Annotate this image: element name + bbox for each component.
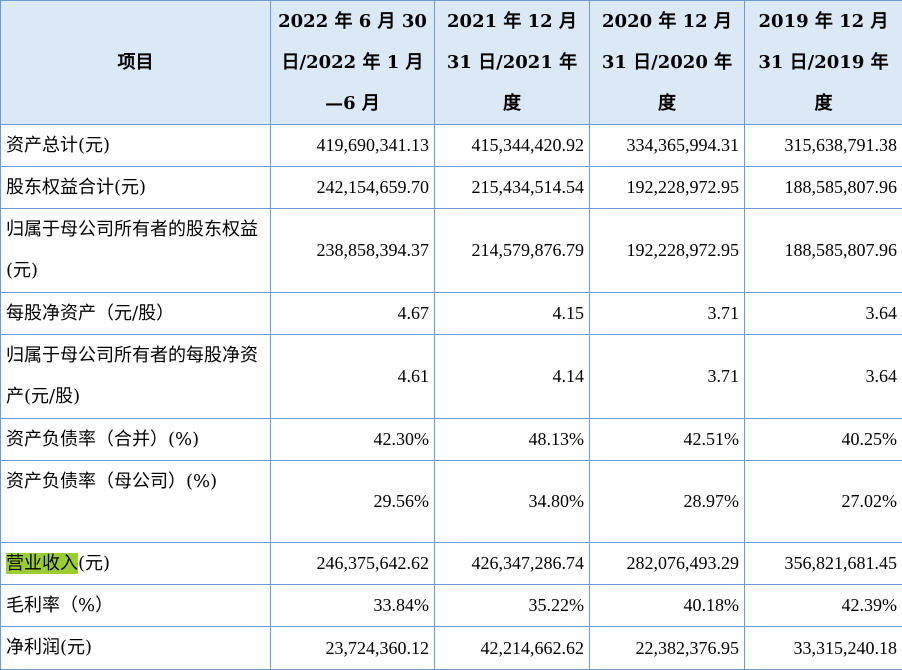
row-label: 资产负债率（合并）(%) xyxy=(1,419,271,461)
table-row: 资产负债率（母公司）(%) 29.56% 34.80% 28.97% 27.02… xyxy=(1,461,902,543)
cell-value: 214,579,876.79 xyxy=(435,209,590,293)
row-label: 每股净资产（元/股） xyxy=(1,293,271,335)
header-period-2021: 2021 年 12 月 31 日/2021 年度 xyxy=(435,1,590,125)
cell-value: 419,690,341.13 xyxy=(271,125,435,167)
cell-value: 22,382,376.95 xyxy=(590,627,745,670)
table-row: 资产负债率（合并）(%) 42.30% 48.13% 42.51% 40.25% xyxy=(1,419,902,461)
cell-value: 4.61 xyxy=(271,335,435,419)
cell-value: 42.51% xyxy=(590,419,745,461)
cell-value: 356,821,681.45 xyxy=(745,543,902,585)
cell-value: 246,375,642.62 xyxy=(271,543,435,585)
cell-value: 33,315,240.18 xyxy=(745,627,902,670)
row-label: 资产总计(元) xyxy=(1,125,271,167)
cell-value: 42.39% xyxy=(745,585,902,627)
cell-value: 48.13% xyxy=(435,419,590,461)
cell-value: 192,228,972.95 xyxy=(590,167,745,209)
cell-value: 3.64 xyxy=(745,293,902,335)
cell-value: 4.15 xyxy=(435,293,590,335)
cell-value: 188,585,807.96 xyxy=(745,209,902,293)
row-label: 资产负债率（母公司）(%) xyxy=(1,461,271,543)
header-period-2019: 2019 年 12 月 31 日/2019 年度 xyxy=(745,1,902,125)
cell-value: 42.30% xyxy=(271,419,435,461)
cell-value: 28.97% xyxy=(590,461,745,543)
cell-value: 415,344,420.92 xyxy=(435,125,590,167)
cell-value: 3.64 xyxy=(745,335,902,419)
cell-value: 238,858,394.37 xyxy=(271,209,435,293)
table-row: 毛利率（%） 33.84% 35.22% 40.18% 42.39% xyxy=(1,585,902,627)
cell-value: 29.56% xyxy=(271,461,435,543)
table-row: 每股净资产（元/股） 4.67 4.15 3.71 3.64 xyxy=(1,293,902,335)
header-item: 项目 xyxy=(1,1,271,125)
cell-value: 40.25% xyxy=(745,419,902,461)
cell-value: 34.80% xyxy=(435,461,590,543)
table-row: 归属于母公司所有者的股东权益(元) 238,858,394.37 214,579… xyxy=(1,209,902,293)
row-label-unit: (元) xyxy=(78,553,110,574)
cell-value: 40.18% xyxy=(590,585,745,627)
cell-value: 3.71 xyxy=(590,293,745,335)
cell-value: 23,724,360.12 xyxy=(271,627,435,670)
cell-value: 426,347,286.74 xyxy=(435,543,590,585)
highlighted-term: 营业收入 xyxy=(6,553,78,574)
table-row: 营业收入(元) 246,375,642.62 426,347,286.74 28… xyxy=(1,543,902,585)
row-label: 归属于母公司所有者的股东权益(元) xyxy=(1,209,271,293)
cell-value: 4.67 xyxy=(271,293,435,335)
row-label: 营业收入(元) xyxy=(1,543,271,585)
cell-value: 4.14 xyxy=(435,335,590,419)
cell-value: 33.84% xyxy=(271,585,435,627)
cell-value: 315,638,791.38 xyxy=(745,125,902,167)
row-label: 归属于母公司所有者的每股净资产(元/股) xyxy=(1,335,271,419)
cell-value: 35.22% xyxy=(435,585,590,627)
header-period-2022h1: 2022 年 6 月 30 日/2022 年 1 月—6 月 xyxy=(271,1,435,125)
table-row: 股东权益合计(元) 242,154,659.70 215,434,514.54 … xyxy=(1,167,902,209)
header-period-2020: 2020 年 12 月 31 日/2020 年度 xyxy=(590,1,745,125)
cell-value: 334,365,994.31 xyxy=(590,125,745,167)
cell-value: 215,434,514.54 xyxy=(435,167,590,209)
header-row: 项目 2022 年 6 月 30 日/2022 年 1 月—6 月 2021 年… xyxy=(1,1,902,125)
cell-value: 42,214,662.62 xyxy=(435,627,590,670)
cell-value: 3.71 xyxy=(590,335,745,419)
table-row: 净利润(元) 23,724,360.12 42,214,662.62 22,38… xyxy=(1,627,902,670)
row-label: 净利润(元) xyxy=(1,627,271,670)
table-row: 资产总计(元) 419,690,341.13 415,344,420.92 33… xyxy=(1,125,902,167)
cell-value: 27.02% xyxy=(745,461,902,543)
row-label: 毛利率（%） xyxy=(1,585,271,627)
cell-value: 192,228,972.95 xyxy=(590,209,745,293)
cell-value: 282,076,493.29 xyxy=(590,543,745,585)
cell-value: 188,585,807.96 xyxy=(745,167,902,209)
row-label: 股东权益合计(元) xyxy=(1,167,271,209)
cell-value: 242,154,659.70 xyxy=(271,167,435,209)
table-row: 归属于母公司所有者的每股净资产(元/股) 4.61 4.14 3.71 3.64 xyxy=(1,335,902,419)
